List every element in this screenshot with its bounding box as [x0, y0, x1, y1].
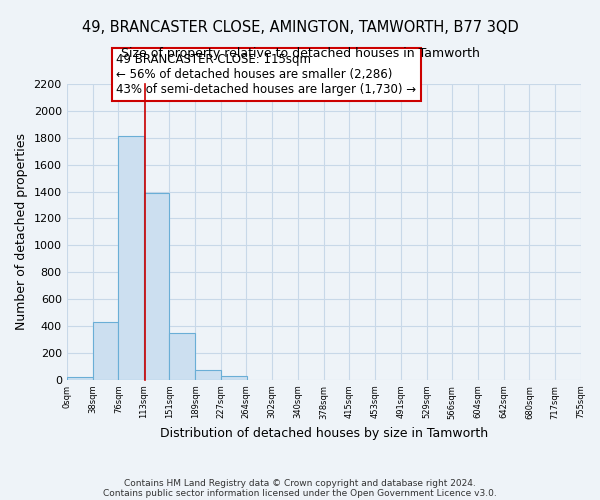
- Text: Contains HM Land Registry data © Crown copyright and database right 2024.: Contains HM Land Registry data © Crown c…: [124, 478, 476, 488]
- Bar: [92, 322, 118, 380]
- Text: 49, BRANCASTER CLOSE, AMINGTON, TAMWORTH, B77 3QD: 49, BRANCASTER CLOSE, AMINGTON, TAMWORTH…: [82, 20, 518, 35]
- Bar: [169, 332, 195, 380]
- X-axis label: Distribution of detached houses by size in Tamworth: Distribution of detached houses by size …: [160, 427, 488, 440]
- Bar: [195, 370, 221, 380]
- Text: Size of property relative to detached houses in Tamworth: Size of property relative to detached ho…: [121, 48, 479, 60]
- Bar: [118, 136, 144, 380]
- Bar: [143, 193, 169, 380]
- Bar: [67, 377, 92, 380]
- Y-axis label: Number of detached properties: Number of detached properties: [15, 134, 28, 330]
- Text: Contains public sector information licensed under the Open Government Licence v3: Contains public sector information licen…: [103, 488, 497, 498]
- Bar: [221, 376, 247, 380]
- Text: 49 BRANCASTER CLOSE: 115sqm
← 56% of detached houses are smaller (2,286)
43% of : 49 BRANCASTER CLOSE: 115sqm ← 56% of det…: [116, 53, 416, 96]
